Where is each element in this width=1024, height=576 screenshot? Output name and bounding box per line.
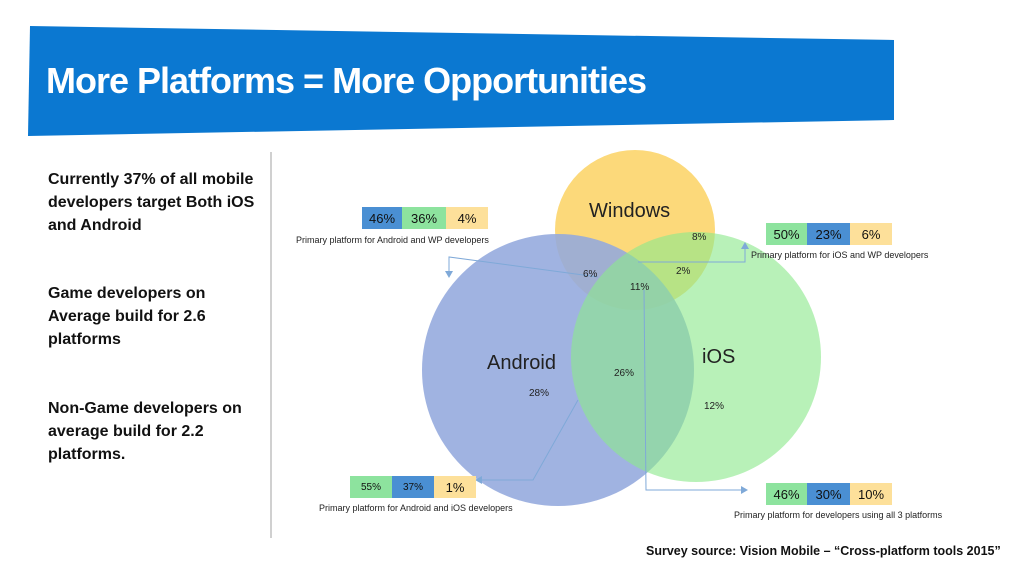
stat-android-share: 46%	[362, 207, 402, 229]
arrowhead-android-ios	[475, 476, 482, 484]
connector-ios-wp	[638, 244, 746, 263]
caption-android-wp: Primary platform for Android and WP deve…	[296, 235, 489, 245]
stat-box-android-ios: 55% 37% 1%	[350, 476, 476, 498]
title-banner: More Platforms = More Opportunities	[28, 26, 896, 136]
stat-ios-share: 46%	[766, 483, 807, 505]
stat-windows-share: 6%	[850, 223, 892, 245]
stat-android-share: 30%	[807, 483, 850, 505]
stat-android-share: 37%	[392, 476, 434, 498]
stat-windows-share: 10%	[850, 483, 892, 505]
android-ios-value: 26%	[614, 368, 635, 379]
android-label: Android	[487, 352, 556, 374]
arrowhead-all-three	[741, 486, 748, 494]
stat-android-share: 23%	[807, 223, 850, 245]
stat-ios-share: 36%	[402, 207, 446, 229]
windows-only-value: 8%	[692, 232, 707, 243]
page-title: More Platforms = More Opportunities	[46, 60, 647, 101]
connector-android-wp	[448, 256, 599, 278]
stat-box-all-three: 46% 30% 10%	[766, 483, 892, 505]
caption-ios-wp: Primary platform for iOS and WP develope…	[751, 250, 929, 260]
caption-all-three: Primary platform for developers using al…	[734, 510, 943, 520]
ios-only-value: 12%	[704, 401, 725, 412]
windows-label: Windows	[589, 200, 671, 222]
android-windows-value: 6%	[583, 269, 598, 280]
arrowhead-android-wp	[445, 271, 453, 278]
note-game-developers: Game developers on Average build for 2.6…	[48, 285, 206, 348]
android-only-value: 28%	[529, 388, 550, 399]
ios-circle	[571, 232, 821, 482]
arrowhead-ios-wp	[741, 242, 749, 249]
note-non-game-developers: Non-Game developers on average build for…	[48, 400, 242, 463]
ios-label: iOS	[702, 346, 736, 368]
banner-shape	[28, 26, 894, 136]
ios-windows-value: 2%	[676, 266, 691, 277]
all-three-value: 11%	[630, 282, 650, 293]
note-both-ios-android: Currently 37% of all mobile developers t…	[48, 171, 255, 234]
survey-source: Survey source: Vision Mobile – “Cross-pl…	[646, 544, 1001, 558]
stat-ios-share: 50%	[766, 223, 807, 245]
connector-all-three	[643, 289, 745, 491]
stat-windows-share: 1%	[434, 476, 476, 498]
stat-ios-share: 55%	[350, 476, 392, 498]
stat-windows-share: 4%	[446, 207, 488, 229]
stat-box-android-wp: 46% 36% 4%	[362, 207, 488, 229]
vertical-divider	[270, 152, 272, 538]
stat-box-ios-wp: 50% 23% 6%	[766, 223, 892, 245]
connector-android-ios	[478, 399, 579, 481]
caption-android-ios: Primary platform for Android and iOS dev…	[319, 503, 513, 513]
